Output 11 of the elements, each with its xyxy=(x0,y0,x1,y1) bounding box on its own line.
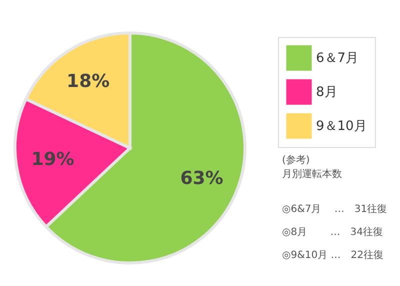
legend-label: 6＆7月 xyxy=(316,51,359,66)
text: ◎9&10月 … 22往復 xyxy=(282,249,384,261)
data-label: 63% xyxy=(180,168,224,190)
legend-label: 9＆10月 xyxy=(316,119,367,134)
text: 月別運転本数 xyxy=(282,168,342,180)
text: ◎8月 … 34往復 xyxy=(282,226,383,238)
data-label: 19% xyxy=(31,149,74,170)
text: (参考) xyxy=(282,154,310,166)
data-label: 18% xyxy=(66,70,110,92)
legend-label: 8月 xyxy=(316,85,338,100)
text: ◎6&7月 … 31往復 xyxy=(282,203,388,215)
